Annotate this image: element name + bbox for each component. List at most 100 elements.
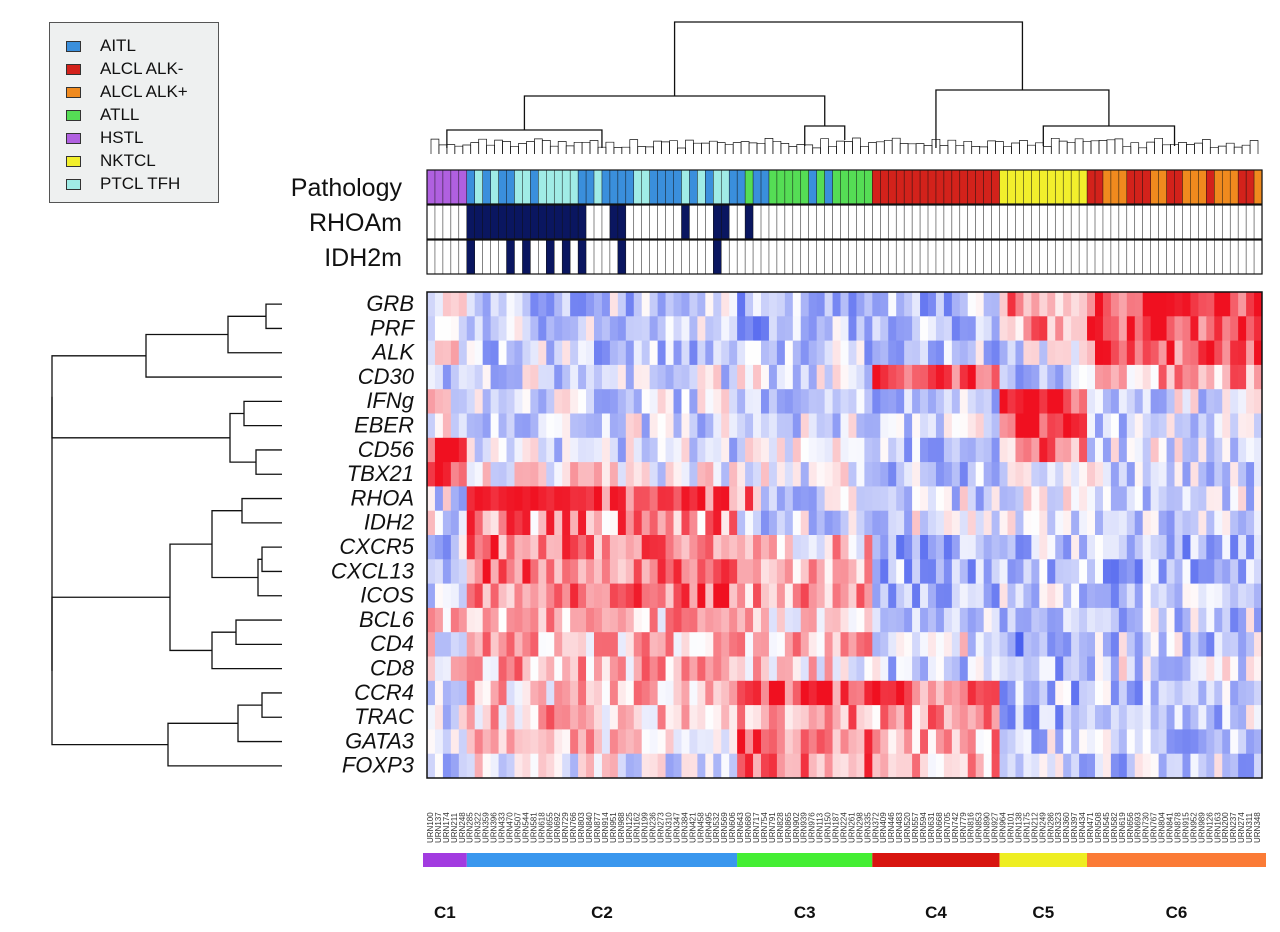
heatmap-cell: [697, 680, 706, 706]
heatmap-cell: [935, 364, 945, 390]
heatmap-cell: [1150, 364, 1160, 390]
track-cell: [577, 239, 587, 275]
heatmap-cell: [609, 413, 619, 439]
row-dendrogram-branch: [211, 510, 258, 579]
heatmap-cell: [1126, 413, 1136, 439]
dendrogram-leaf: [788, 146, 798, 154]
heatmap-cell: [554, 583, 563, 609]
heatmap-cell: [1150, 389, 1160, 414]
heatmap-cell: [967, 729, 977, 755]
row-dendrogram-branch: [241, 497, 282, 524]
heatmap-cell: [1126, 753, 1136, 779]
legend-swatch: [66, 63, 81, 75]
dendrogram-leaf: [1202, 139, 1211, 154]
heatmap-cell: [578, 535, 587, 560]
heatmap-cell: [880, 753, 889, 779]
heatmap-cell: [554, 656, 563, 682]
heatmap-cell: [697, 705, 706, 730]
heatmap-cell: [681, 389, 690, 414]
cluster-bar: [466, 853, 738, 867]
heatmap-cell: [689, 389, 698, 414]
heatmap-cell: [888, 340, 897, 366]
heatmap-cell: [689, 705, 698, 730]
heatmap-cell: [681, 680, 690, 706]
heatmap-cell: [999, 292, 1008, 317]
heatmap-cell: [554, 632, 563, 657]
heatmap-cell: [912, 607, 921, 633]
heatmap-cell: [1110, 535, 1120, 560]
heatmap-cell: [673, 729, 682, 755]
heatmap-cell: [800, 389, 810, 414]
heatmap-cell: [729, 462, 738, 487]
track-cell: [848, 204, 857, 240]
heatmap-cell: [808, 340, 818, 366]
dendrogram-branch: [673, 21, 1024, 96]
heatmap-cell: [1182, 486, 1191, 512]
heatmap-cell: [721, 753, 730, 779]
heatmap-cell: [729, 486, 738, 512]
legend-label: NKTCL: [100, 151, 156, 170]
heatmap-cell: [1158, 583, 1167, 609]
track-cell: [1158, 239, 1168, 275]
heatmap-cell: [983, 607, 993, 633]
heatmap-cell: [920, 389, 929, 414]
heatmap-cell: [562, 535, 571, 560]
dendrogram-leaf: [518, 143, 527, 154]
track-cell: [1102, 169, 1112, 205]
track-cell: [959, 239, 969, 275]
heatmap-cell: [792, 680, 802, 706]
heatmap-cell: [896, 292, 905, 317]
heatmap-cell: [943, 340, 953, 366]
heatmap-cell: [1238, 510, 1247, 536]
heatmap-cell: [792, 364, 802, 390]
track-cell: [1166, 239, 1176, 275]
heatmap-cell: [641, 437, 651, 463]
heatmap-cell: [800, 486, 810, 512]
heatmap-cell: [848, 437, 857, 463]
heatmap-cell: [888, 389, 897, 414]
sample-label: URN766: [569, 812, 578, 843]
heatmap-cell: [880, 292, 889, 317]
heatmap-cell: [434, 486, 444, 512]
heatmap-cell: [999, 583, 1008, 609]
track-cell: [553, 169, 563, 205]
heatmap-cell: [1071, 413, 1080, 439]
heatmap-cell: [530, 389, 539, 414]
heatmap-cell: [665, 364, 674, 390]
heatmap-cell: [1102, 680, 1112, 706]
track-cell: [999, 169, 1009, 205]
heatmap-cell: [1087, 559, 1096, 584]
track-cell: [808, 239, 818, 275]
heatmap-cell: [514, 486, 523, 512]
heatmap-cell: [1007, 340, 1016, 366]
heatmap-cell: [1174, 486, 1183, 512]
heatmap-cell: [697, 729, 706, 755]
heatmap-cell: [713, 535, 722, 560]
heatmap-cell: [578, 364, 587, 390]
heatmap-cell: [816, 535, 826, 560]
heatmap-cell: [1222, 656, 1231, 682]
heatmap-cell: [562, 705, 571, 730]
heatmap-cell: [586, 340, 595, 366]
heatmap-cell: [745, 535, 754, 560]
track-cell: [1015, 204, 1024, 240]
heatmap-cell: [1087, 340, 1096, 366]
heatmap-cell: [1238, 486, 1247, 512]
heatmap-cell: [1007, 583, 1016, 609]
heatmap-cell: [601, 316, 611, 341]
sample-label: URN803: [577, 812, 586, 843]
track-border: [426, 204, 1263, 240]
sample-label: URN495: [704, 812, 713, 843]
heatmap-cell: [705, 729, 714, 755]
heatmap-cell: [872, 705, 881, 730]
heatmap-cell: [975, 559, 985, 584]
dendrogram-leaf: [1217, 145, 1227, 154]
heatmap-cell: [705, 753, 714, 779]
track-cell: [776, 239, 786, 275]
track-cell: [1174, 169, 1184, 205]
heatmap-cell: [975, 632, 985, 657]
heatmap-cell: [1079, 340, 1088, 366]
heatmap-cell: [713, 559, 722, 584]
heatmap-cell: [896, 413, 905, 439]
heatmap-cell: [1031, 413, 1040, 439]
